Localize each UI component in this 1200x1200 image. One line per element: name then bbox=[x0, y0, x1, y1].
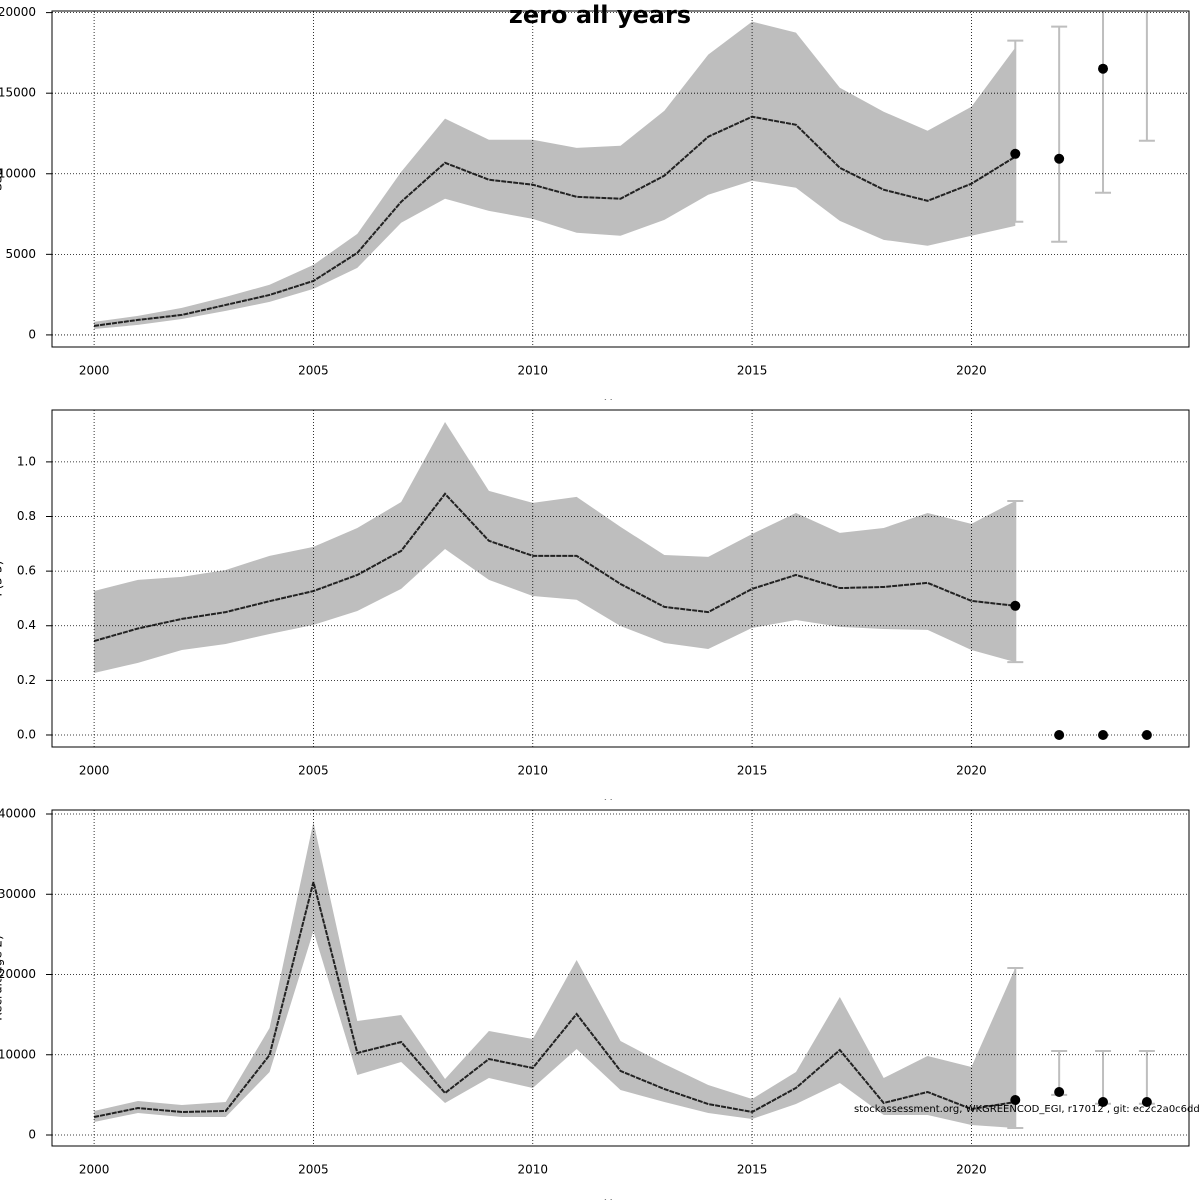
y-tick-label: 0.0 bbox=[17, 727, 36, 741]
x-tick-label: 2000 bbox=[79, 1163, 110, 1177]
x-tick-label: 2010 bbox=[517, 1163, 548, 1177]
x-tick-label: 2010 bbox=[517, 764, 548, 778]
y-tick-label: 0.8 bbox=[17, 509, 36, 523]
plot-frame bbox=[51, 10, 1190, 348]
y-tick-label: 0 bbox=[28, 327, 36, 341]
y-tick-label: 0 bbox=[28, 1128, 36, 1142]
x-tick-label: 2000 bbox=[79, 364, 110, 378]
confidence-band bbox=[94, 822, 1016, 1129]
forecast-point bbox=[1010, 148, 1021, 159]
panel: 2000 2005 2010 2015 2020 0 10000 20000 30000 4000… bbox=[0, 807, 1200, 1200]
x-axis-label: Years bbox=[604, 798, 637, 801]
x-tick-label: 2020 bbox=[956, 764, 987, 778]
chart-title: zero all years bbox=[509, 1, 691, 29]
plot-frame bbox=[51, 409, 1190, 748]
y-tick-label: 20000 bbox=[0, 5, 36, 19]
x-tick-label: 2005 bbox=[298, 764, 329, 778]
forecast-point bbox=[1141, 1097, 1152, 1108]
forecast-point bbox=[1098, 1097, 1109, 1108]
x-tick-label: 2015 bbox=[737, 1163, 768, 1177]
x-tick-label: 2005 bbox=[298, 364, 329, 378]
estimate-line bbox=[93, 881, 1016, 1119]
plot-area bbox=[93, 822, 1155, 1130]
y-tick-label: 10000 bbox=[0, 1047, 36, 1061]
panel: 2000 2005 2010 2015 2020 0 5000 10000 15000 20000… bbox=[0, 1, 1190, 401]
forecast-point bbox=[1054, 153, 1065, 164]
forecast-point bbox=[1010, 600, 1021, 611]
y-tick-label: 15000 bbox=[0, 86, 36, 100]
plot-area bbox=[93, 11, 1155, 329]
x-axis-label: Years bbox=[604, 398, 637, 401]
forecast-point bbox=[1054, 1086, 1065, 1097]
y-tick-label: 0.6 bbox=[17, 564, 36, 578]
x-tick-label: 2000 bbox=[79, 764, 110, 778]
y-tick-label: 0.2 bbox=[17, 673, 36, 687]
forecast-point bbox=[1010, 1095, 1021, 1106]
forecast-point bbox=[1141, 729, 1152, 740]
estimate-line bbox=[93, 492, 1016, 643]
y-axis-label: SSB bbox=[0, 167, 5, 190]
x-tick-label: 2015 bbox=[737, 764, 768, 778]
x-tick-label: 2010 bbox=[517, 364, 548, 378]
y-tick-label: 5000 bbox=[5, 247, 36, 261]
plot-area bbox=[93, 422, 1152, 740]
y-tick-label: 40000 bbox=[0, 807, 36, 821]
plot-frame bbox=[51, 809, 1190, 1147]
x-axis-label: Years bbox=[604, 1198, 637, 1200]
x-tick-label: 2015 bbox=[737, 364, 768, 378]
x-tick-label: 2020 bbox=[956, 364, 987, 378]
y-tick-label: 1.0 bbox=[17, 454, 36, 468]
panel: 2000 2005 2010 2015 2020 0.0 0.2 0.4 0.6 0.8 1.0 Ye… bbox=[0, 409, 1190, 801]
y-tick-label: 20000 bbox=[0, 967, 36, 981]
y-axis-label: F(3-5) bbox=[0, 561, 5, 597]
forecast-point bbox=[1098, 63, 1109, 74]
y-tick-label: 0.4 bbox=[17, 618, 36, 632]
x-tick-label: 2005 bbox=[298, 1163, 329, 1177]
confidence-band bbox=[94, 21, 1016, 329]
forecast-point bbox=[1054, 729, 1065, 740]
x-tick-label: 2020 bbox=[956, 1163, 987, 1177]
y-tick-label: 10000 bbox=[0, 166, 36, 180]
confidence-band bbox=[94, 422, 1016, 673]
footer-note: stockassessment.org, WKGREENCOD_EGI, r17… bbox=[854, 1104, 1200, 1115]
y-tick-label: 30000 bbox=[0, 887, 36, 901]
estimate-line bbox=[93, 115, 1016, 327]
forecast-point bbox=[1098, 729, 1109, 740]
y-axis-label: Recruit(age 2) bbox=[0, 935, 5, 1021]
